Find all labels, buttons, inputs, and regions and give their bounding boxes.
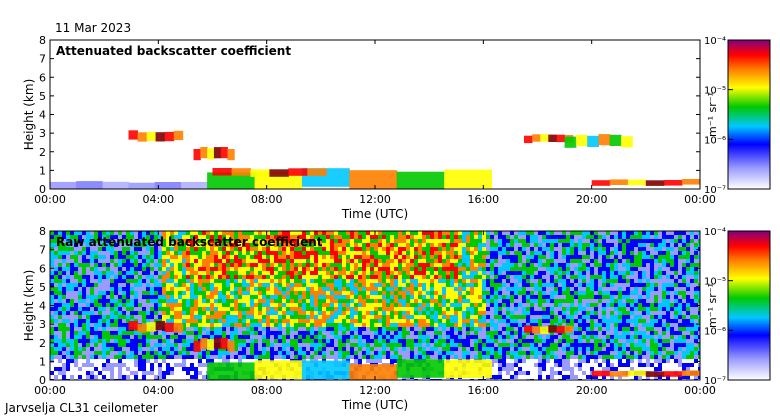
x-tick-label: 08:00 bbox=[251, 193, 283, 206]
data-layer-low-cloud bbox=[591, 179, 700, 186]
data-layer-cloud bbox=[193, 147, 235, 161]
y-tick-label: 4 bbox=[39, 109, 46, 122]
data-layer-low-cloud bbox=[212, 168, 327, 177]
y-tick-label: 5 bbox=[39, 281, 46, 294]
colorbar bbox=[727, 39, 771, 190]
y-tick-label: 1 bbox=[39, 355, 46, 368]
x-tick-label: 00:00 bbox=[684, 384, 716, 397]
colorbar-tick-label: 10⁻⁴ bbox=[704, 36, 726, 47]
colorbar-label: m⁻¹ sr⁻¹ bbox=[706, 283, 719, 328]
x-tick-label: 20:00 bbox=[576, 384, 608, 397]
colorbar-tick-label: 10⁻⁷ bbox=[704, 185, 726, 196]
colorbar bbox=[727, 230, 771, 381]
y-tick-label: 0 bbox=[39, 183, 46, 196]
instrument-label: Jarvselja CL31 ceilometer bbox=[5, 401, 158, 415]
colorbar-tick-label: 10⁻⁷ bbox=[704, 376, 726, 387]
x-tick-label: 12:00 bbox=[359, 193, 391, 206]
colorbar-tick-label: 10⁻⁶ bbox=[704, 326, 726, 337]
data-layer-cloud bbox=[524, 325, 574, 334]
x-tick-label: 20:00 bbox=[576, 193, 608, 206]
date-label: 11 Mar 2023 bbox=[55, 21, 132, 35]
data-layer-cloud bbox=[128, 320, 184, 333]
data-layer-surface-aerosol-layer bbox=[50, 181, 208, 189]
x-tick-label: 00:00 bbox=[684, 193, 716, 206]
y-tick-label: 3 bbox=[39, 318, 46, 331]
y-tick-label: 7 bbox=[39, 244, 46, 257]
x-tick-label: 04:00 bbox=[142, 193, 174, 206]
panel-1-plot-area bbox=[50, 40, 700, 189]
x-tick-label: 16:00 bbox=[467, 384, 499, 397]
x-tick-label: 12:00 bbox=[359, 384, 391, 397]
x-tick-label: 04:00 bbox=[142, 384, 174, 397]
y-tick-label: 2 bbox=[39, 337, 46, 350]
y-axis-label: Height (km) bbox=[22, 270, 36, 341]
x-tick-label: 00:00 bbox=[34, 193, 66, 206]
y-tick-label: 3 bbox=[39, 127, 46, 140]
x-tick-label: 08:00 bbox=[251, 384, 283, 397]
y-tick-label: 1 bbox=[39, 164, 46, 177]
x-axis-label: Time (UTC) bbox=[341, 207, 408, 221]
data-layer-low-cloud bbox=[591, 370, 700, 377]
x-tick-label: 00:00 bbox=[34, 384, 66, 397]
colorbar-tick-label: 10⁻⁵ bbox=[704, 86, 726, 97]
y-tick-label: 8 bbox=[39, 34, 46, 47]
panel-title: Attenuated backscatter coefficient bbox=[56, 44, 291, 58]
panel-title: Raw attenuated backscatter coefficient bbox=[56, 235, 323, 249]
data-layer-boundary-layer-aerosol bbox=[207, 359, 492, 380]
y-tick-label: 6 bbox=[39, 262, 46, 275]
data-layer-noise-background bbox=[50, 231, 700, 380]
y-tick-label: 8 bbox=[39, 225, 46, 238]
plot-background bbox=[50, 40, 700, 189]
data-layer-cloud bbox=[128, 130, 184, 142]
y-tick-label: 7 bbox=[39, 53, 46, 66]
colorbar-label: m⁻¹ sr⁻¹ bbox=[706, 92, 719, 137]
x-tick-label: 16:00 bbox=[467, 193, 499, 206]
y-axis-label: Height (km) bbox=[22, 79, 36, 150]
data-layer-cloud bbox=[193, 337, 235, 352]
colorbar-tick-label: 10⁻⁶ bbox=[704, 135, 726, 146]
y-tick-label: 5 bbox=[39, 90, 46, 103]
colorbar-tick-label: 10⁻⁴ bbox=[704, 227, 726, 238]
panel-2-plot-area bbox=[50, 231, 700, 380]
y-tick-label: 6 bbox=[39, 71, 46, 84]
y-tick-label: 2 bbox=[39, 146, 46, 159]
colorbar-tick-label: 10⁻⁵ bbox=[704, 277, 726, 288]
x-axis-label: Time (UTC) bbox=[341, 398, 408, 412]
y-tick-label: 4 bbox=[39, 300, 46, 313]
y-tick-label: 0 bbox=[39, 374, 46, 387]
data-layer-cloud bbox=[564, 134, 633, 148]
